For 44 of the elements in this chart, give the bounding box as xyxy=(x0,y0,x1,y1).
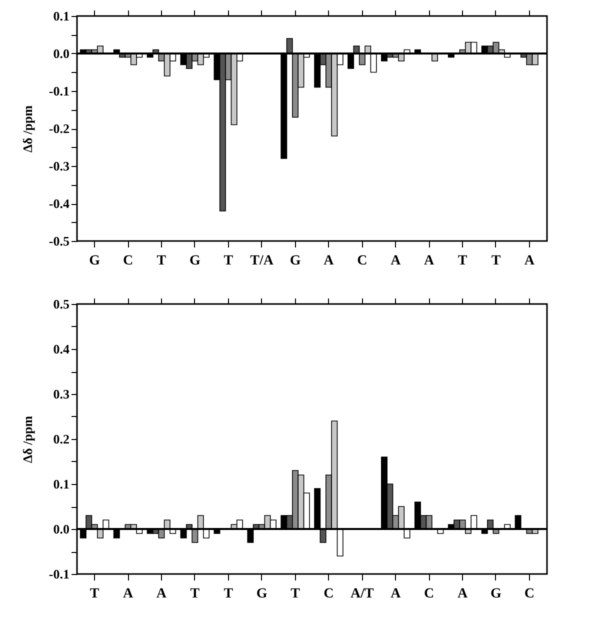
x-tick-label: G xyxy=(290,254,301,268)
y-tick-label: -0.1 xyxy=(48,84,70,98)
x-tick-label: C xyxy=(122,254,134,268)
x-tick-label: A xyxy=(324,254,335,268)
x-tick-label: A xyxy=(156,586,168,602)
x-tick-label: T/A xyxy=(250,254,274,268)
x-tick-label: A xyxy=(122,586,134,602)
x-tick-label: C xyxy=(357,254,368,268)
x-tick-label: C xyxy=(524,586,534,602)
y-tick-label: 0.1 xyxy=(53,8,70,24)
x-tick-label: A/T xyxy=(350,586,375,602)
y-tick-label: -0.5 xyxy=(48,234,70,248)
x-tick-label: A xyxy=(390,254,402,268)
y-tick-label: -0.3 xyxy=(48,158,70,174)
y-tick-label: 0.0 xyxy=(53,46,70,61)
y-tick-label: 0.4 xyxy=(53,342,70,356)
x-tick-label: T xyxy=(290,586,301,602)
x-tick-label: T xyxy=(156,254,167,268)
y-tick-label: 0.5 xyxy=(53,296,70,312)
y-tick-label: 0.0 xyxy=(53,522,70,536)
x-tick-label: T xyxy=(90,586,100,602)
x-tick-label: C xyxy=(424,586,434,602)
y-tick-label: 0.3 xyxy=(53,386,70,402)
y-axis-title: Δδ /ppm xyxy=(20,416,35,464)
y-tick-label: 0.1 xyxy=(53,476,70,492)
x-tick-label: G xyxy=(89,254,100,268)
x-tick-label: G xyxy=(189,254,200,268)
y-tick-label: -0.2 xyxy=(48,121,70,136)
x-tick-label: T xyxy=(190,586,200,602)
x-tick-label: T xyxy=(491,254,502,268)
x-tick-label: A xyxy=(524,254,536,268)
x-tick-label: T xyxy=(458,254,468,268)
y-tick-label: -0.4 xyxy=(48,196,70,211)
x-tick-label: T xyxy=(224,586,234,602)
x-tick-label: C xyxy=(324,586,334,602)
x-tick-label: A xyxy=(424,254,436,268)
x-tick-label: G xyxy=(490,586,502,602)
x-tick-label: A xyxy=(457,586,468,602)
y-tick-label: 0.2 xyxy=(53,432,70,446)
y-axis-title: Δδ /ppm xyxy=(20,105,35,153)
y-tick-label: -0.1 xyxy=(48,566,70,582)
x-tick-label: T xyxy=(224,254,234,268)
x-tick-label: A xyxy=(390,586,402,602)
x-tick-label: G xyxy=(256,586,268,602)
